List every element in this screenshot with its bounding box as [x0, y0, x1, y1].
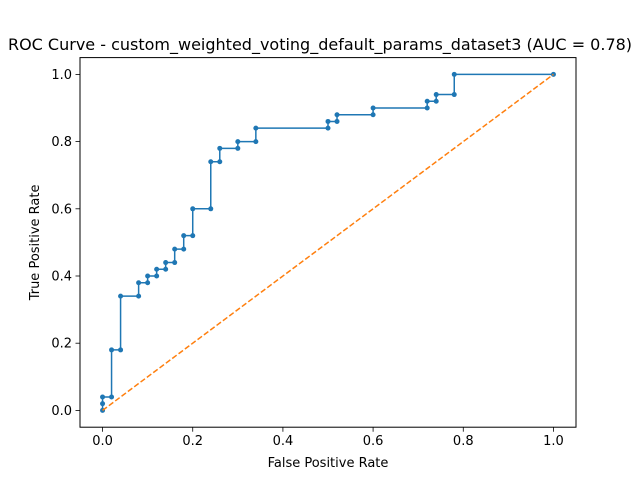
roc-point — [163, 260, 169, 266]
y-tick-label: 0.0 — [51, 404, 72, 419]
roc-point — [217, 145, 223, 151]
plot-frame — [79, 57, 577, 428]
roc-point — [154, 266, 160, 272]
y-axis-ticks: 0.0 0.2 0.4 0.6 0.8 1.0 — [51, 68, 80, 419]
roc-point — [433, 98, 439, 104]
roc-point — [334, 118, 340, 124]
roc-point — [208, 159, 214, 165]
roc-point — [190, 206, 196, 212]
y-tick-label: 0.4 — [51, 270, 72, 285]
roc-point — [370, 105, 376, 111]
roc-point — [136, 280, 142, 286]
x-tick-label: 1.0 — [543, 434, 564, 449]
roc-point — [172, 246, 178, 252]
roc-point — [145, 273, 151, 279]
roc-point — [181, 246, 187, 252]
roc-point — [190, 233, 196, 239]
roc-point — [109, 394, 115, 400]
roc-point — [208, 206, 214, 212]
roc-curve-line — [101, 73, 554, 411]
roc-point — [433, 92, 439, 98]
roc-point — [253, 125, 259, 131]
chart-title: ROC Curve - custom_weighted_voting_defau… — [8, 35, 632, 55]
x-tick-label: 0.2 — [182, 434, 203, 449]
x-tick-label: 0.0 — [92, 434, 113, 449]
roc-point — [172, 260, 178, 266]
roc-point — [370, 112, 376, 118]
roc-point — [217, 159, 223, 165]
roc-point — [451, 71, 457, 77]
y-axis-label: True Positive Rate — [28, 184, 43, 301]
roc-point — [424, 98, 430, 104]
roc-point — [109, 347, 115, 353]
x-axis-label: False Positive Rate — [268, 456, 389, 471]
roc-point — [100, 401, 106, 407]
roc-point — [154, 273, 160, 279]
roc-point — [253, 139, 259, 145]
y-tick-label: 1.0 — [51, 68, 72, 83]
roc-point — [334, 112, 340, 118]
roc-point — [118, 293, 124, 299]
roc-point — [118, 347, 124, 353]
x-tick-label: 0.6 — [363, 434, 384, 449]
y-tick-label: 0.8 — [51, 135, 72, 150]
plot-marks — [100, 71, 556, 413]
chance-diagonal-line — [102, 73, 554, 412]
roc-point — [235, 139, 241, 145]
roc-point — [235, 145, 241, 151]
y-tick-label: 0.6 — [51, 202, 72, 217]
roc-point — [145, 280, 151, 286]
x-tick-label: 0.8 — [453, 434, 474, 449]
x-axis-ticks: 0.0 0.2 0.4 0.6 0.8 1.0 — [92, 427, 564, 449]
roc-point — [181, 233, 187, 239]
roc-point — [424, 105, 430, 111]
roc-point — [136, 293, 142, 299]
roc-point — [451, 92, 457, 98]
roc-point — [100, 394, 106, 400]
roc-point — [163, 266, 169, 272]
y-tick-label: 0.2 — [51, 337, 72, 352]
roc-point — [325, 125, 331, 131]
roc-point — [325, 118, 331, 124]
x-tick-label: 0.4 — [273, 434, 294, 449]
